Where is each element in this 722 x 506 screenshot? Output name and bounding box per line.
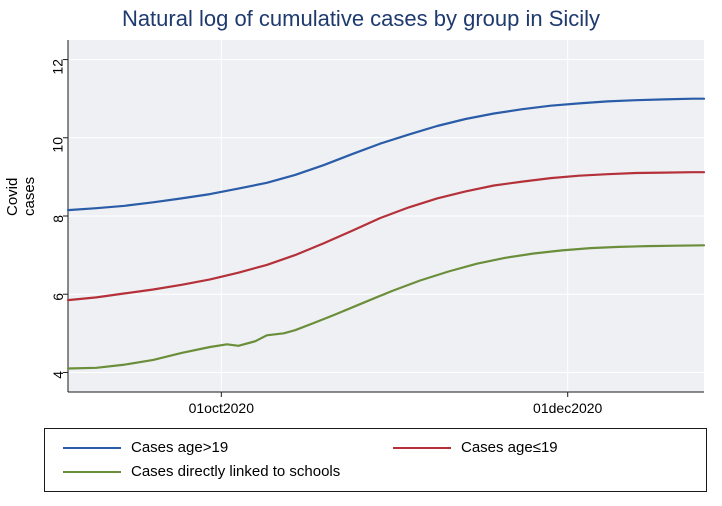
legend-label: Cases age≤19 — [461, 439, 558, 456]
x-tick-label: 01oct2020 — [171, 400, 271, 416]
y-tick-label: 12 — [50, 59, 66, 75]
legend-item: Cases age≤19 — [393, 439, 558, 456]
y-tick-label: 6 — [50, 293, 66, 301]
legend-label: Cases age>19 — [131, 439, 228, 456]
y-tick-label: 10 — [50, 137, 66, 153]
chart-container: Natural log of cumulative cases by group… — [0, 0, 722, 506]
x-tick-label: 01dec2020 — [518, 400, 618, 416]
legend-box: Cases age>19 Cases age≤19 Cases directly l… — [44, 428, 707, 492]
y-tick-label: 4 — [50, 371, 66, 379]
legend-item: Cases age>19 — [63, 439, 228, 456]
legend-item: Cases directly linked to schools — [63, 463, 340, 480]
legend-line-swatch — [63, 447, 121, 449]
legend-label: Cases directly linked to schools — [131, 463, 340, 480]
legend-line-swatch — [63, 471, 121, 473]
legend-line-swatch — [393, 447, 451, 449]
y-tick-label: 8 — [50, 215, 66, 223]
